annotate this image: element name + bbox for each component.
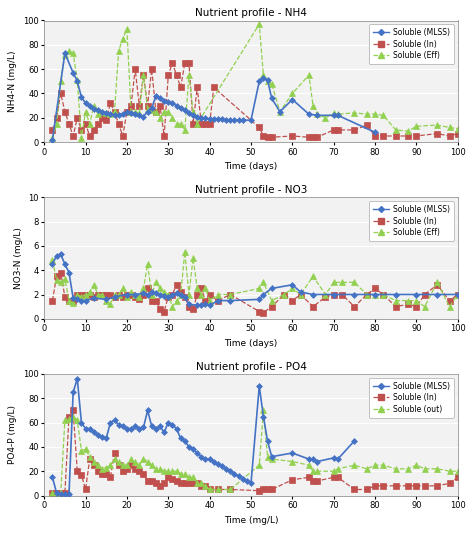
Title: Nutrient profile - NO3: Nutrient profile - NO3	[195, 185, 307, 195]
Legend: Soluble (MLSS), Soluble (In), Soluble (out): Soluble (MLSS), Soluble (In), Soluble (o…	[369, 378, 454, 418]
Y-axis label: NH4-N (mg/L): NH4-N (mg/L)	[9, 51, 18, 112]
Title: Nutrient profile - PO4: Nutrient profile - PO4	[196, 362, 306, 372]
X-axis label: Time (days): Time (days)	[224, 339, 278, 348]
Y-axis label: NO3-N (mg/L): NO3-N (mg/L)	[14, 227, 23, 289]
X-axis label: Time (mg/L): Time (mg/L)	[224, 515, 278, 524]
Y-axis label: PO4-P (mg/L): PO4-P (mg/L)	[9, 405, 18, 464]
Title: Nutrient profile - NH4: Nutrient profile - NH4	[195, 9, 307, 18]
Legend: Soluble (MLSS), Soluble (In), Soluble (Eff): Soluble (MLSS), Soluble (In), Soluble (E…	[369, 25, 454, 64]
X-axis label: Time (days): Time (days)	[224, 162, 278, 171]
Legend: Soluble (MLSS), Soluble (In), Soluble (Eff): Soluble (MLSS), Soluble (In), Soluble (E…	[369, 201, 454, 241]
